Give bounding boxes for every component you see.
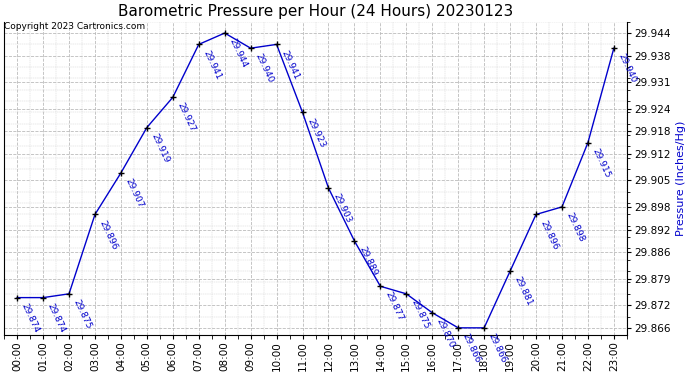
Text: 29.941: 29.941 bbox=[279, 49, 301, 81]
Text: 29.898: 29.898 bbox=[564, 211, 586, 243]
Text: 29.896: 29.896 bbox=[98, 219, 119, 251]
Text: 29.874: 29.874 bbox=[20, 302, 41, 334]
Text: 29.889: 29.889 bbox=[357, 245, 379, 278]
Text: 29.940: 29.940 bbox=[617, 53, 638, 85]
Text: 29.941: 29.941 bbox=[201, 49, 223, 81]
Text: 29.874: 29.874 bbox=[46, 302, 68, 334]
Text: 29.875: 29.875 bbox=[72, 298, 93, 330]
Text: 29.881: 29.881 bbox=[513, 275, 534, 308]
Text: 29.866: 29.866 bbox=[487, 332, 509, 364]
Text: 29.927: 29.927 bbox=[175, 102, 197, 134]
Text: 29.923: 29.923 bbox=[305, 117, 327, 149]
Text: 29.919: 29.919 bbox=[150, 132, 171, 164]
Text: 29.944: 29.944 bbox=[228, 37, 249, 69]
Text: 29.915: 29.915 bbox=[591, 147, 612, 179]
Title: Barometric Pressure per Hour (24 Hours) 20230123: Barometric Pressure per Hour (24 Hours) … bbox=[118, 4, 513, 19]
Text: 29.877: 29.877 bbox=[383, 291, 404, 323]
Text: 29.870: 29.870 bbox=[435, 317, 457, 349]
Text: 29.866: 29.866 bbox=[461, 332, 482, 364]
Text: 29.907: 29.907 bbox=[124, 177, 145, 209]
Text: Copyright 2023 Cartronics.com: Copyright 2023 Cartronics.com bbox=[4, 22, 146, 31]
Text: 29.896: 29.896 bbox=[539, 219, 560, 251]
Text: 29.940: 29.940 bbox=[253, 53, 275, 85]
Text: 29.875: 29.875 bbox=[409, 298, 431, 330]
Text: 29.903: 29.903 bbox=[331, 192, 353, 225]
Y-axis label: Pressure (Inches/Hg): Pressure (Inches/Hg) bbox=[676, 121, 686, 236]
